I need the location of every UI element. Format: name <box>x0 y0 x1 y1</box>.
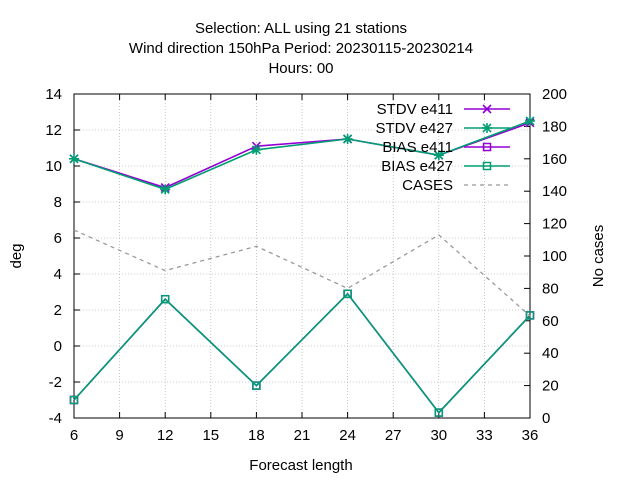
y2-tick-label: 20 <box>542 378 559 395</box>
marker-stroke <box>482 104 492 114</box>
marker-square <box>160 294 170 304</box>
y2-axis-label: No cases <box>590 225 607 288</box>
x-tick-label: 18 <box>248 427 265 444</box>
x-tick-label: 6 <box>70 427 78 444</box>
y-tick-label: 6 <box>54 230 62 247</box>
y2-tick-label: 200 <box>542 86 567 103</box>
y2-tick-label: 80 <box>542 280 559 297</box>
legend-label: STDV e427 <box>375 120 453 137</box>
y2-tick-label: 160 <box>542 151 567 168</box>
x-tick-label: 21 <box>294 427 311 444</box>
x-tick-label: 24 <box>339 427 356 444</box>
x-tick-label: 15 <box>202 427 219 444</box>
x-axis-label: Forecast length <box>249 457 352 474</box>
legend-label: BIAS e411 <box>382 139 453 156</box>
y-tick-label: -2 <box>49 374 62 391</box>
x-tick-label: 33 <box>476 427 493 444</box>
y-tick-label: 4 <box>54 266 62 283</box>
legend-label: CASES <box>402 177 453 194</box>
marker-square <box>434 408 444 417</box>
title-line: Wind direction 150hPa Period: 20230115-2… <box>129 40 473 57</box>
marker-square <box>343 289 352 299</box>
y-axis-label: deg <box>8 243 25 268</box>
x-tick-label: 36 <box>522 427 539 444</box>
legend-label: STDV e411 <box>377 101 453 118</box>
y-tick-label: 0 <box>54 338 62 355</box>
marker-square <box>69 395 79 405</box>
title-line: Selection: ALL using 21 stations <box>195 20 407 37</box>
y2-tick-label: 100 <box>542 248 567 265</box>
x-tick-label: 9 <box>115 427 123 444</box>
series-line <box>73 229 531 317</box>
series-line <box>73 122 531 189</box>
marker-square <box>252 381 261 390</box>
series-stdv-e427 <box>69 116 535 195</box>
y-tick-label: 8 <box>54 194 62 211</box>
y-tick-label: 12 <box>45 122 62 139</box>
series-group <box>69 116 535 417</box>
y2-tick-label: 60 <box>542 313 559 330</box>
y-tick-label: -4 <box>49 410 62 427</box>
y-tick-label: 10 <box>45 158 62 175</box>
y-tick-label: 14 <box>45 86 62 103</box>
marker-square <box>525 311 535 320</box>
marker-square <box>482 161 492 171</box>
y-tick-label: 2 <box>54 302 62 319</box>
y2-tick-label: 180 <box>542 118 567 135</box>
y2-tick-label: 120 <box>542 216 567 233</box>
legend: STDV e411 STDV e427 BIAS e411 BIAS e427 CASE… <box>375 101 510 194</box>
legend-label: BIAS e427 <box>381 158 453 175</box>
chart-title: Selection: ALL using 21 stations Wind dir… <box>129 20 473 77</box>
title-line: Hours: 00 <box>268 60 333 77</box>
marker-square <box>482 142 492 152</box>
x-tick-label: 27 <box>385 427 402 444</box>
series-line <box>73 292 531 414</box>
axis-ticks: 6 9 12 15 18 21 24 27 30 33 36-4-20246810121402040… <box>45 86 567 444</box>
y2-tick-label: 40 <box>542 345 559 362</box>
x-tick-label: 30 <box>430 427 447 444</box>
y2-tick-label: 0 <box>542 410 550 427</box>
x-tick-label: 12 <box>157 427 174 444</box>
series-line <box>73 120 531 191</box>
series-cases <box>73 229 531 317</box>
series-bias-e427 <box>69 289 535 417</box>
y2-tick-label: 140 <box>542 183 567 200</box>
